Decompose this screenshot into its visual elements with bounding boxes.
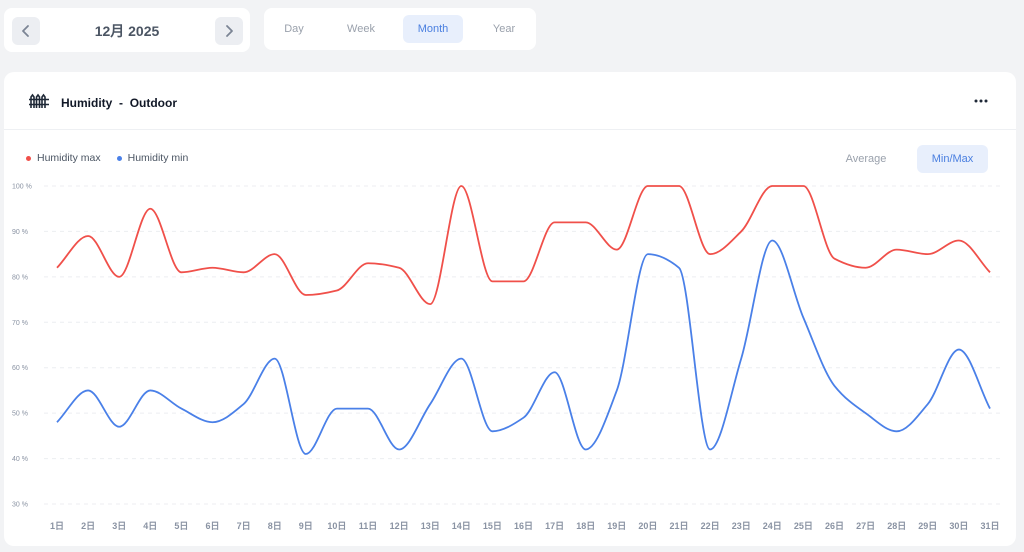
tab-year[interactable]: Year [492,23,516,35]
tab-week[interactable]: Week [347,23,375,35]
y-tick-label: 30 % [12,502,28,509]
x-tick-label: 28日 [887,521,906,531]
x-tick-label: 20日 [638,521,657,531]
average-mode-button[interactable]: Average [845,153,887,165]
x-tick-label: 4日 [143,521,157,531]
x-tick-label: 21日 [669,521,688,531]
x-tick-label: 19日 [607,521,626,531]
title-separator: - [119,96,124,110]
x-tick-label: 11日 [359,521,378,531]
date-navigator: 12月 2025 [4,8,250,52]
chevron-right-icon [226,25,233,37]
card-header: Humidity - Outdoor [4,72,1016,130]
y-tick-label: 100 % [12,184,32,191]
x-tick-label: 27日 [856,521,875,531]
y-tick-label: 80 % [12,274,28,281]
x-tick-label: 3日 [112,521,126,531]
x-tick-label: 2日 [81,521,95,531]
legend-label-min: Humidity min [127,152,189,164]
y-tick-label: 50 % [12,411,28,418]
legend-dot-max [26,155,31,161]
x-tick-label: 5日 [174,521,188,531]
x-tick-label: 26日 [825,521,844,531]
y-tick-label: 60 % [12,365,28,372]
legend-item-min: Humidity min [116,152,189,164]
more-options-button[interactable] [972,92,990,110]
y-tick-label: 40 % [12,456,28,463]
x-tick-label: 8日 [268,521,282,531]
legend-dot-min [116,155,122,161]
x-tick-label: 16日 [514,521,533,531]
range-tabs: Day Week Month Year [264,8,536,50]
x-tick-label: 13日 [421,521,440,531]
x-tick-label: 22日 [701,521,720,531]
chevron-left-icon [22,25,29,37]
x-tick-label: 30日 [949,521,968,531]
fence-icon [29,93,49,108]
x-tick-label: 18日 [576,521,595,531]
x-tick-label: 15日 [483,521,502,531]
minmax-mode-button[interactable]: Min/Max [917,145,988,173]
x-tick-label: 7日 [237,521,251,531]
tab-month[interactable]: Month [403,15,463,43]
humidity-min-line [56,239,991,455]
x-tick-label: 12日 [390,521,409,531]
location-label: Outdoor [129,96,178,110]
tab-day[interactable]: Day [284,23,304,35]
x-tick-label: 14日 [452,521,471,531]
x-tick-label: 25日 [794,521,813,531]
next-month-button[interactable] [215,17,243,45]
x-tick-label: 6日 [205,521,219,531]
x-tick-label: 24日 [763,521,782,531]
card-title: Humidity - Outdoor [61,96,177,110]
chart-legend: Humidity max Humidity min [26,152,188,164]
legend-item-max: Humidity max [26,152,101,164]
x-tick-label: 17日 [545,521,564,531]
x-tick-label: 9日 [299,521,313,531]
x-tick-label: 29日 [918,521,937,531]
sensor-type-label: Humidity [61,96,113,110]
x-tick-label: 31日 [980,521,999,531]
x-tick-label: 1日 [50,521,64,531]
humidity-max-line [56,185,991,306]
legend-label-max: Humidity max [37,152,101,164]
humidity-card: Humidity - Outdoor Humidity max Humidity… [4,72,1016,546]
x-tick-label: 10日 [327,521,346,531]
more-dots-icon [974,99,988,103]
prev-month-button[interactable] [12,17,40,45]
x-tick-label: 23日 [732,521,751,531]
humidity-line-chart: 30 % 40 % 50 % 60 % 70 % 80 % 90 % 100 % 1日 2日 3日… [12,184,1004,531]
current-month-label: 12月 2025 [94,23,160,39]
y-tick-label: 70 % [12,320,28,327]
y-tick-label: 90 % [12,229,28,236]
